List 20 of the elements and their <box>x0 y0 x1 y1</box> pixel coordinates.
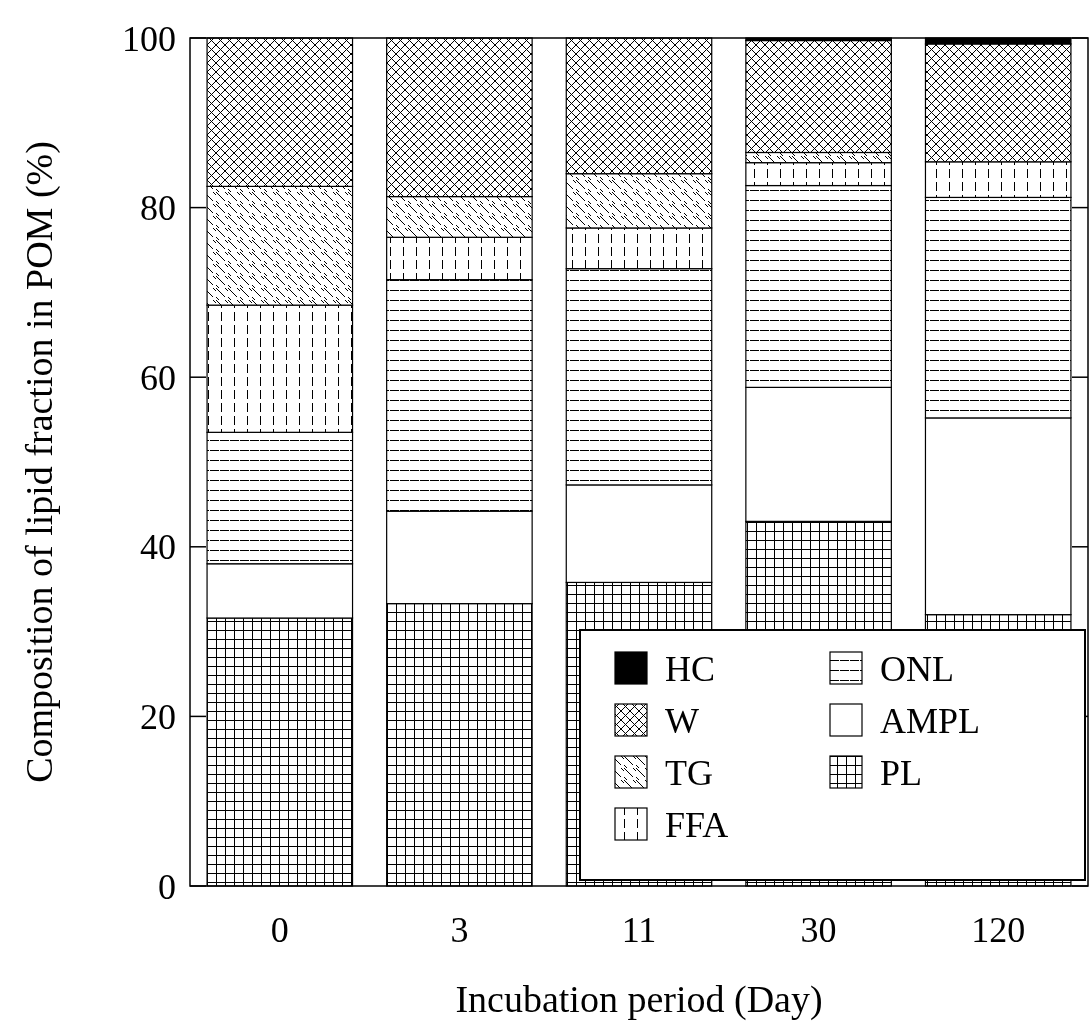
legend-label: AMPL <box>880 700 981 741</box>
y-tick-label: 40 <box>140 527 176 568</box>
x-tick-label: 30 <box>800 910 837 950</box>
legend-label: HC <box>665 648 716 689</box>
y-tick-label: 80 <box>140 188 176 229</box>
legend-label: TG <box>665 752 713 793</box>
y-tick-label: 100 <box>122 18 176 59</box>
y-tick-label: 0 <box>158 866 176 907</box>
legend-label: FFA <box>665 804 729 845</box>
x-axis-title: Incubation period (Day) <box>455 978 823 1021</box>
y-tick-label: 60 <box>140 357 176 398</box>
x-tick-label: 120 <box>971 910 1026 950</box>
x-tick-label: 3 <box>450 910 469 950</box>
y-axis-title: Composition of lipid fraction in POM (%) <box>18 141 61 783</box>
x-tick-label: 11 <box>621 910 657 950</box>
x-tick-label: 0 <box>270 910 289 950</box>
y-tick-label: 20 <box>140 697 176 737</box>
legend-label: W <box>665 700 699 741</box>
legend-label: PL <box>880 752 923 793</box>
legend-label: ONL <box>880 648 954 689</box>
